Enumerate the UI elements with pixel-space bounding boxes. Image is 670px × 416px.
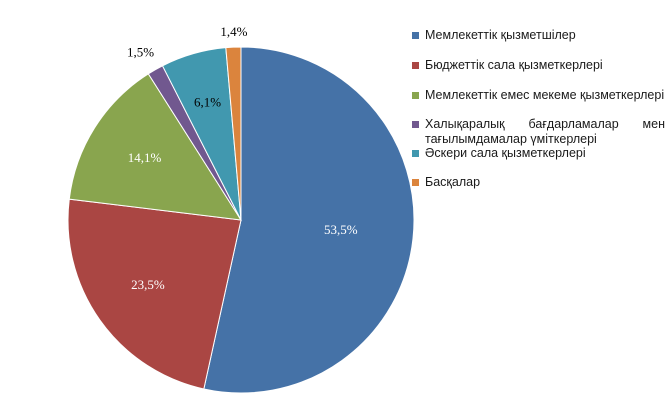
legend-label: Басқалар xyxy=(425,175,481,189)
slice-military-value-label: 6,1% xyxy=(194,95,221,110)
legend-swatch xyxy=(412,92,419,99)
slice-state-servants-value-label: 53,5% xyxy=(324,222,358,237)
slice-budget-sector xyxy=(67,198,242,390)
legend-swatch xyxy=(412,121,419,128)
slice-non-state xyxy=(68,73,242,221)
legend-label: Мемлекеттік қызметшілер xyxy=(425,28,576,42)
slice-other xyxy=(225,46,242,221)
legend-swatch xyxy=(412,150,419,157)
slice-international-value-label: 1,5% xyxy=(127,45,154,60)
slice-state-servants xyxy=(203,46,415,394)
slice-budget-sector-value-label: 23,5% xyxy=(131,277,165,292)
legend-label: Мемлекеттік емес мекеме қызметкерлері xyxy=(425,88,665,102)
legend-label: Халықаралық бағдарламалар мен тағылымдам… xyxy=(425,117,665,146)
legend-label: Бюджеттік сала қызметкерлері xyxy=(425,58,603,72)
slice-non-state-value-label: 14,1% xyxy=(128,150,162,165)
legend-swatch xyxy=(412,32,419,39)
legend-label: Әскери сала қызметкерлері xyxy=(425,146,586,160)
legend-swatch xyxy=(412,62,419,69)
slice-other-value-label: 1,4% xyxy=(220,24,247,39)
legend-swatch xyxy=(412,179,419,186)
